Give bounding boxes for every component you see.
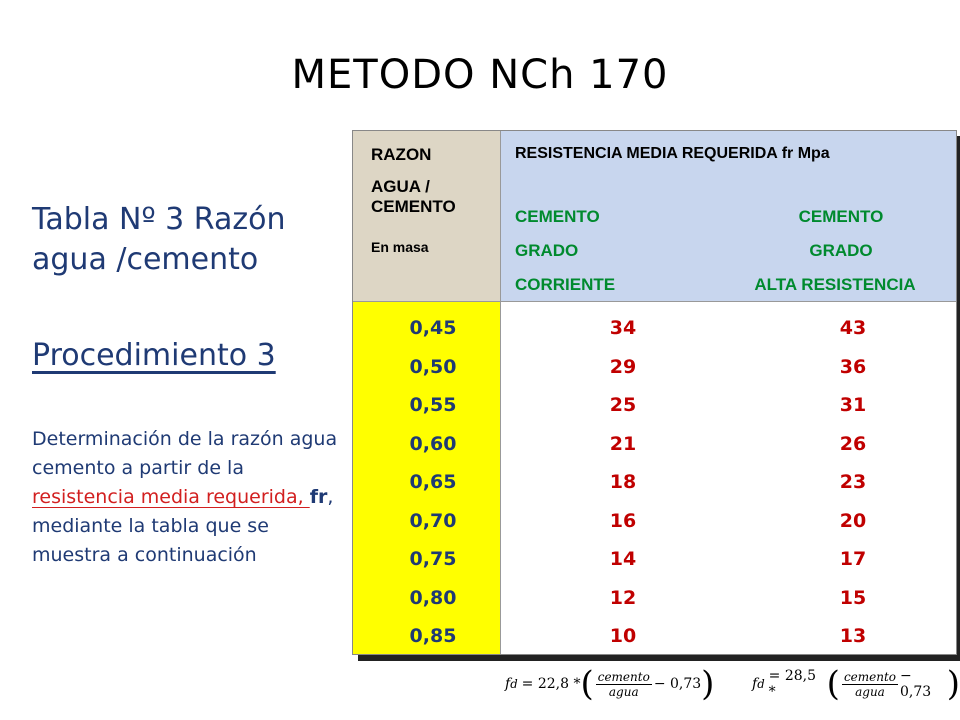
formula-fraction: cemento agua bbox=[595, 669, 652, 699]
formula-fraction: cemento agua bbox=[841, 669, 899, 699]
col1-line-1: CEMENTO bbox=[515, 207, 600, 226]
formula-subscript: d bbox=[757, 677, 765, 691]
col2-line-3: ALTA RESISTENCIA bbox=[754, 275, 916, 294]
alta-value: 17 bbox=[839, 548, 867, 570]
formula-numerator: cemento bbox=[841, 669, 899, 685]
page-title: METODO NCh 170 bbox=[291, 52, 669, 98]
corriente-value: 21 bbox=[609, 432, 637, 455]
corriente-value: 10 bbox=[609, 625, 637, 647]
alta-value: 36 bbox=[839, 355, 867, 378]
table-heading: Tabla Nº 3 Razón agua /cemento bbox=[32, 200, 342, 280]
corriente-value: 25 bbox=[609, 394, 637, 416]
formula-coefficient: = 22,8 * bbox=[521, 676, 581, 692]
corriente-value: 18 bbox=[609, 471, 637, 493]
razon-value: 0,50 bbox=[409, 355, 457, 378]
corriente-value: 34 bbox=[609, 317, 637, 339]
procedure-title: Procedimiento 3 bbox=[32, 338, 276, 373]
ratio-table: RAZON AGUA / CEMENTO En masa RESISTENCIA… bbox=[352, 130, 957, 655]
description-symbol: fr bbox=[309, 486, 328, 508]
alta-value: 15 bbox=[839, 586, 867, 609]
header-razon-line-1: RAZON bbox=[371, 145, 432, 164]
formula-subscript: d bbox=[510, 677, 518, 691]
col2-line-2: GRADO bbox=[809, 241, 873, 260]
alta-value: 20 bbox=[839, 509, 867, 532]
razon-value: 0,85 bbox=[409, 625, 457, 647]
header-resistencia: RESISTENCIA MEDIA REQUERIDA fr Mpa CEMEN… bbox=[501, 131, 956, 302]
alta-value: 23 bbox=[839, 471, 867, 493]
formula-denominator: agua bbox=[608, 684, 639, 699]
razon-value: 0,80 bbox=[409, 586, 457, 609]
formula-tail: − 0,73 bbox=[900, 668, 932, 700]
header-razon: RAZON AGUA / CEMENTO En masa bbox=[353, 131, 501, 302]
razon-value: 0,45 bbox=[409, 317, 457, 339]
col1-line-2: GRADO bbox=[515, 241, 579, 260]
corriente-value: 14 bbox=[609, 548, 637, 570]
alta-value: 43 bbox=[839, 317, 867, 339]
alta-value: 13 bbox=[839, 625, 867, 647]
col2-line-1: CEMENTO bbox=[798, 207, 884, 226]
formula-lhs: f bbox=[752, 676, 758, 692]
alta-value: 26 bbox=[839, 432, 867, 455]
razon-value: 0,70 bbox=[409, 509, 457, 532]
alta-value: 31 bbox=[839, 394, 867, 416]
description: Determinación de la razón agua cemento a… bbox=[32, 425, 347, 570]
description-text-end: , mediante la tabla que se muestra a con… bbox=[32, 486, 334, 566]
formula-denominator: agua bbox=[855, 684, 885, 699]
description-text: Determinación de la razón agua cemento a… bbox=[32, 428, 338, 479]
header-razon-line-3: En masa bbox=[371, 239, 429, 255]
heading-line-2: agua /cemento bbox=[32, 242, 259, 277]
razon-value: 0,55 bbox=[409, 394, 457, 416]
razon-value: 0,75 bbox=[409, 548, 457, 570]
formula-tail: − 0,73 bbox=[653, 676, 702, 692]
razon-value: 0,60 bbox=[409, 432, 457, 455]
razon-value: 0,65 bbox=[409, 471, 457, 493]
corriente-value: 29 bbox=[609, 355, 637, 378]
formula-lhs: f bbox=[505, 676, 511, 692]
corriente-value: 16 bbox=[609, 509, 637, 532]
header-resistencia-title: RESISTENCIA MEDIA REQUERIDA fr Mpa bbox=[515, 145, 830, 162]
description-highlight: resistencia media requerida, bbox=[32, 486, 310, 508]
formula-coefficient: = 28,5 * bbox=[768, 668, 817, 700]
heading-line-1: Tabla Nº 3 Razón bbox=[32, 202, 286, 237]
razon-column bbox=[353, 302, 501, 654]
col1-line-3: CORRIENTE bbox=[515, 275, 616, 294]
corriente-value: 12 bbox=[609, 586, 637, 609]
header-razon-line-2: AGUA / CEMENTO bbox=[371, 177, 456, 216]
formula-numerator: cemento bbox=[595, 669, 652, 685]
